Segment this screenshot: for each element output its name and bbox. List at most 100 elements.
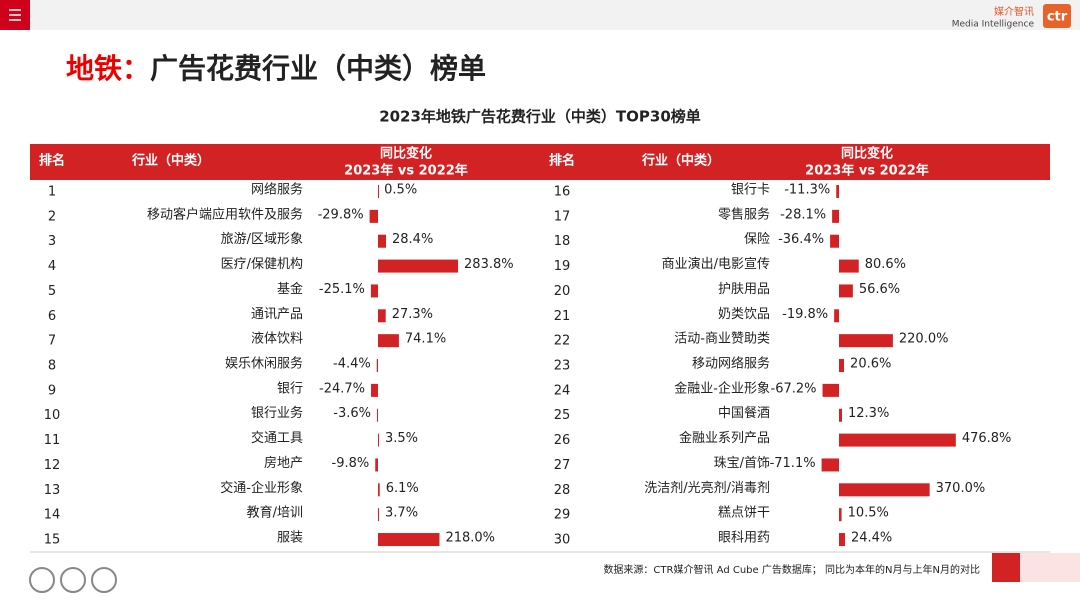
rank: 1 <box>48 185 56 200</box>
change-bar <box>371 383 378 397</box>
rank: 6 <box>48 309 56 324</box>
title-main: 广告花费行业（中类）榜单 <box>150 52 486 85</box>
change-label: -71.1% <box>770 456 816 471</box>
industry: 保险 <box>744 232 770 247</box>
rank: 13 <box>44 483 61 498</box>
header-period: 2023年 vs 2022年 <box>344 163 468 179</box>
change-label: 283.8% <box>464 257 514 272</box>
change-label: 3.7% <box>385 506 418 521</box>
rank: 7 <box>48 334 56 349</box>
rank: 3 <box>48 234 56 249</box>
industry: 娱乐休闲服务 <box>225 356 303 372</box>
change-bar <box>822 383 839 397</box>
change-label: 56.6% <box>859 282 900 297</box>
change-bar <box>839 433 956 447</box>
header-industry: 行业（中类） <box>641 153 720 169</box>
rank: 2 <box>48 209 56 224</box>
change-bar <box>839 334 893 348</box>
industry: 液体饮料 <box>251 332 303 347</box>
logo-en: Media Intelligence <box>952 20 1035 30</box>
change-bar <box>378 508 380 522</box>
change-label: 20.6% <box>850 357 891 372</box>
rank: 21 <box>554 309 571 324</box>
change-label: 28.4% <box>392 232 433 247</box>
industry: 旅游/区域形象 <box>221 232 303 247</box>
change-label: -24.7% <box>319 381 365 396</box>
rank: 5 <box>48 284 56 299</box>
change-bar <box>370 284 378 298</box>
change-label: -25.1% <box>319 282 365 297</box>
change-bar <box>378 334 399 348</box>
rank: 10 <box>44 408 61 423</box>
change-bar <box>839 508 842 522</box>
rank: 12 <box>44 458 61 473</box>
rank: 25 <box>554 408 571 423</box>
change-label: -11.3% <box>784 183 830 198</box>
rank: 14 <box>44 508 61 523</box>
source-note: 数据来源：CTR媒介智讯 Ad Cube 广告数据库； 同比为本年的N月与上年N… <box>603 563 980 576</box>
change-bar <box>375 458 378 472</box>
change-bar <box>839 533 845 547</box>
industry: 零售服务 <box>718 206 770 222</box>
rank: 11 <box>44 433 61 448</box>
footer-band <box>1020 553 1080 582</box>
logo-cn: 媒介智讯 <box>994 5 1034 18</box>
change-label: 24.4% <box>851 531 892 546</box>
change-label: 220.0% <box>899 332 949 347</box>
change-bar <box>821 458 839 472</box>
rank: 4 <box>48 259 56 274</box>
subtitle: 2023年地铁广告花费行业（中类）TOP30榜单 <box>379 108 701 126</box>
industry: 医疗/保健机构 <box>221 257 303 272</box>
rank: 19 <box>554 259 571 274</box>
industry: 护肤用品 <box>718 282 770 297</box>
rank: 16 <box>554 185 571 200</box>
menu-icon <box>9 9 21 21</box>
industry: 银行 <box>277 381 303 396</box>
industry: 珠宝/首饰 <box>714 456 770 471</box>
change-bar <box>378 309 386 323</box>
change-bar <box>839 284 853 298</box>
change-label: 27.3% <box>392 307 433 322</box>
change-label: 80.6% <box>865 257 906 272</box>
rank: 15 <box>44 533 61 548</box>
industry: 奶类饮品 <box>718 307 770 322</box>
industry: 服装 <box>277 531 303 546</box>
industry: 糕点饼干 <box>718 506 770 521</box>
change-bar <box>839 359 845 373</box>
change-label: 218.0% <box>445 531 495 546</box>
title-prefix: 地铁： <box>66 52 150 85</box>
change-bar <box>839 483 930 497</box>
change-label: -4.4% <box>333 357 371 372</box>
change-bar <box>832 209 839 223</box>
header-bar <box>30 144 1050 180</box>
change-bar <box>839 408 843 422</box>
change-bar <box>834 309 839 323</box>
header-industry: 行业（中类） <box>131 153 210 169</box>
industry: 交通-企业形象 <box>220 480 303 496</box>
change-label: 0.5% <box>384 183 417 198</box>
change-bar <box>839 259 859 273</box>
change-label: 10.5% <box>848 506 889 521</box>
top-bar <box>0 0 1080 30</box>
change-bar <box>378 433 379 447</box>
change-bar <box>836 185 839 198</box>
change-label: 370.0% <box>936 481 986 496</box>
industry: 教育/培训 <box>247 505 303 521</box>
rank: 9 <box>48 383 56 398</box>
industry: 商业演出/电影宣传 <box>662 256 770 272</box>
change-label: -36.4% <box>778 232 824 247</box>
industry: 移动网络服务 <box>692 356 770 372</box>
header-change: 同比变化 <box>841 146 893 162</box>
change-bar <box>369 209 378 223</box>
change-label: 74.1% <box>405 332 446 347</box>
change-label: 3.5% <box>385 431 418 446</box>
change-label: -19.8% <box>782 307 828 322</box>
rank: 17 <box>554 209 571 224</box>
rank: 22 <box>554 334 571 349</box>
logo-box <box>1043 4 1071 28</box>
rank: 23 <box>554 359 571 374</box>
change-label: 12.3% <box>848 406 889 421</box>
change-bar <box>376 408 378 422</box>
